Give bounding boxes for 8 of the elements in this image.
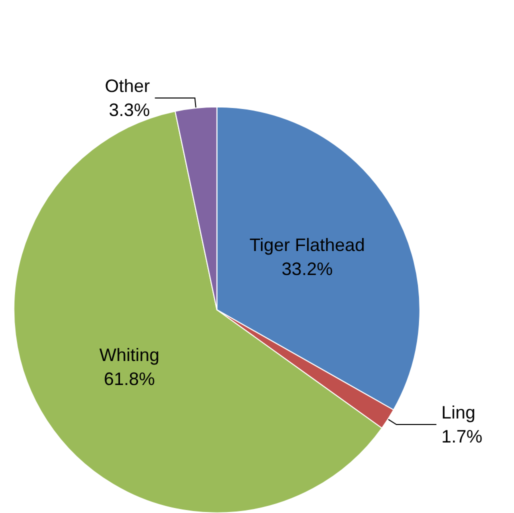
slice-label: Ling — [441, 402, 476, 423]
data-label: 1.7% — [441, 426, 482, 447]
slice-label: Tiger Flathead — [249, 235, 365, 256]
slice-label: Whiting — [99, 344, 160, 365]
data-label: 33.2% — [282, 259, 333, 280]
data-label: 61.8% — [104, 368, 155, 389]
slice-label: Other — [104, 76, 150, 96]
data-label: 3.3% — [108, 100, 150, 120]
